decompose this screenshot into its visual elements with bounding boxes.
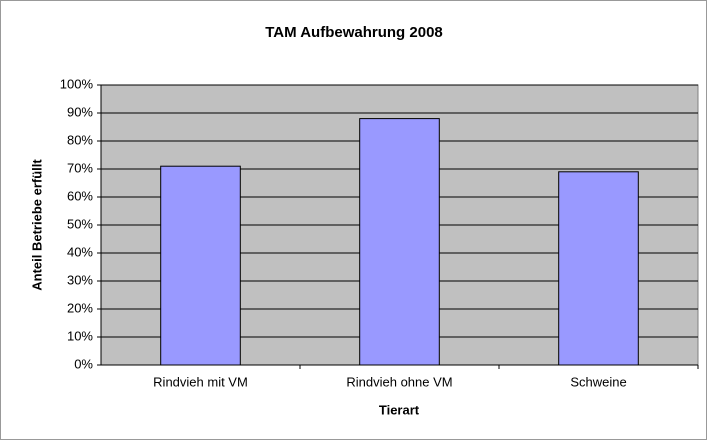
y-tick-label: 80%: [67, 132, 93, 147]
y-tick-label: 20%: [67, 300, 93, 315]
bar: [359, 118, 440, 366]
y-tick-label: 40%: [67, 244, 93, 259]
y-tick-label: 100%: [60, 76, 94, 91]
bar: [558, 171, 639, 366]
x-tick-label: Rindvieh mit VM: [153, 374, 248, 389]
y-tick-label: 0%: [74, 356, 93, 371]
y-tick-label: 10%: [67, 328, 93, 343]
x-axis-title: Tierart: [379, 402, 420, 417]
y-tick-label: 50%: [67, 216, 93, 231]
y-axis-title: Anteil Betriebe erfüllt: [29, 159, 44, 291]
y-tick-label: 70%: [67, 160, 93, 175]
y-tick-label: 60%: [67, 188, 93, 203]
bar: [160, 165, 241, 366]
x-tick-label: Rindvieh ohne VM: [346, 374, 452, 389]
chart-title: TAM Aufbewahrung 2008: [265, 24, 443, 41]
y-tick-label: 30%: [67, 272, 93, 287]
x-tick-label: Schweine: [570, 374, 626, 389]
y-tick-label: 90%: [67, 104, 93, 119]
